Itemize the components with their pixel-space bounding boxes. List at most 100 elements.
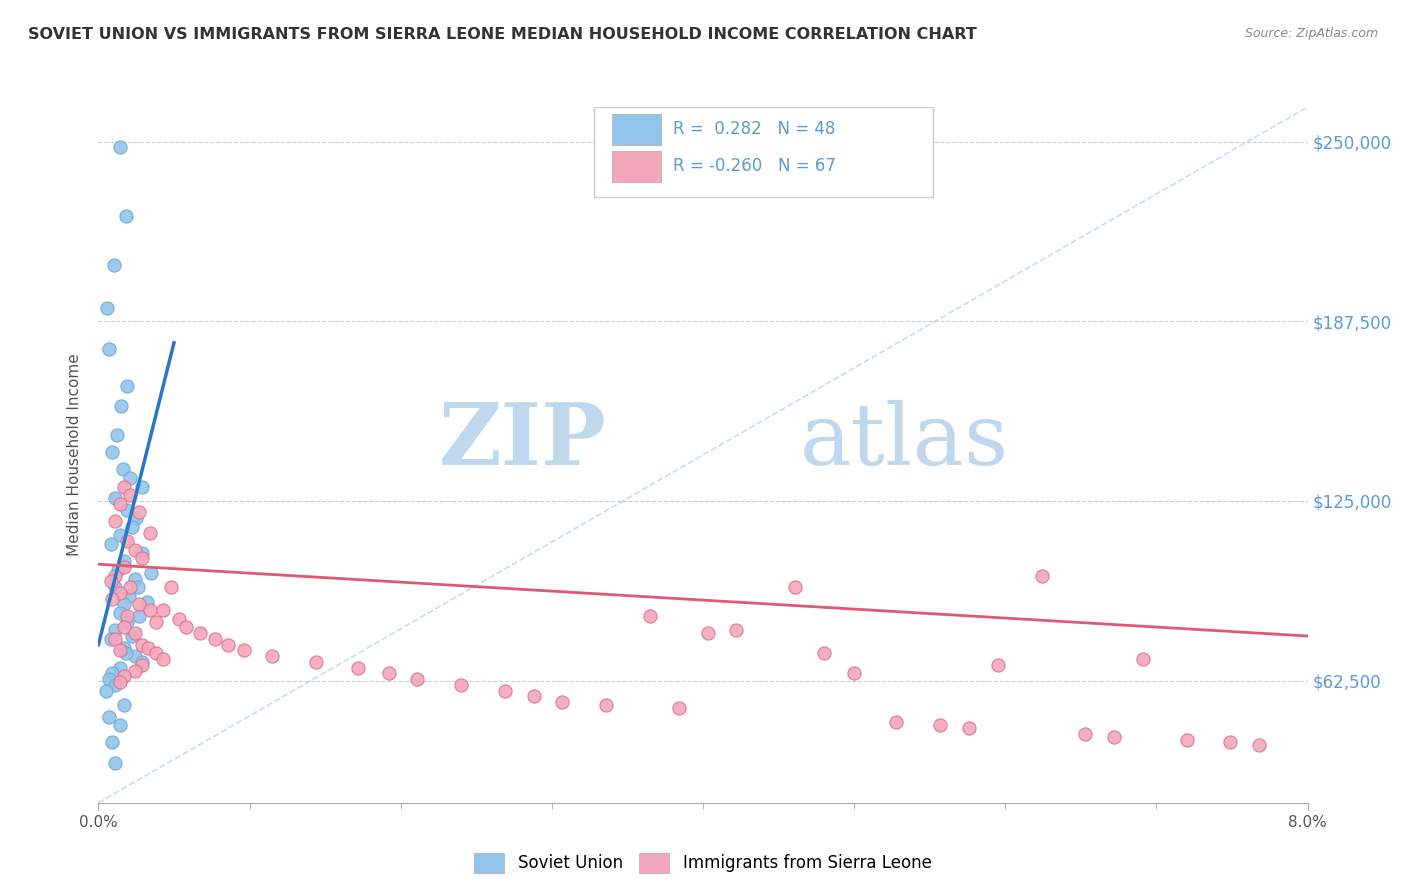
Point — [131, 479, 153, 493]
Point — [108, 497, 131, 511]
Point — [100, 632, 122, 646]
Point — [107, 563, 129, 577]
Point — [104, 491, 127, 505]
Point — [725, 624, 748, 638]
Point — [124, 626, 146, 640]
Point — [98, 709, 121, 723]
Point — [105, 427, 128, 442]
Point — [124, 542, 146, 557]
Point — [1219, 735, 1241, 749]
Legend: Soviet Union, Immigrants from Sierra Leone: Soviet Union, Immigrants from Sierra Leo… — [468, 847, 938, 880]
Point — [145, 615, 167, 629]
Point — [101, 735, 124, 749]
Point — [108, 718, 131, 732]
Point — [450, 678, 472, 692]
Point — [131, 546, 153, 560]
Point — [136, 640, 159, 655]
Point — [131, 655, 153, 669]
Y-axis label: Median Household Income: Median Household Income — [67, 353, 83, 557]
Point — [108, 586, 131, 600]
Point — [135, 594, 157, 608]
Point — [813, 646, 835, 660]
Point — [110, 399, 132, 413]
Point — [104, 568, 127, 582]
Point — [124, 664, 146, 678]
Point — [174, 620, 197, 634]
Point — [125, 511, 148, 525]
Point — [141, 566, 163, 580]
Point — [128, 505, 150, 519]
Point — [886, 715, 908, 730]
Point — [114, 209, 136, 223]
Point — [668, 701, 690, 715]
Point — [118, 589, 141, 603]
Point — [114, 646, 136, 660]
Point — [108, 528, 131, 542]
Point — [112, 620, 135, 634]
Point — [104, 624, 127, 638]
Point — [101, 445, 124, 459]
Point — [1031, 568, 1053, 582]
Point — [987, 657, 1010, 672]
Point — [100, 537, 122, 551]
Point — [98, 672, 121, 686]
Point — [112, 560, 135, 574]
Point — [145, 646, 167, 660]
Point — [152, 652, 174, 666]
Point — [131, 551, 153, 566]
Point — [1102, 730, 1125, 744]
Text: ZIP: ZIP — [439, 399, 606, 483]
Point — [160, 580, 183, 594]
Point — [103, 258, 125, 272]
Point — [115, 534, 138, 549]
Point — [124, 572, 146, 586]
Point — [108, 661, 131, 675]
Point — [115, 502, 138, 516]
FancyBboxPatch shape — [613, 114, 661, 145]
Point — [844, 666, 866, 681]
Point — [115, 615, 138, 629]
Point — [104, 514, 127, 528]
Point — [115, 379, 138, 393]
Point — [101, 591, 124, 606]
Point — [104, 632, 127, 646]
Point — [112, 479, 135, 493]
Text: SOVIET UNION VS IMMIGRANTS FROM SIERRA LEONE MEDIAN HOUSEHOLD INCOME CORRELATION: SOVIET UNION VS IMMIGRANTS FROM SIERRA L… — [28, 27, 977, 42]
Point — [929, 718, 952, 732]
Point — [120, 488, 142, 502]
Point — [108, 140, 131, 154]
Point — [232, 643, 254, 657]
Point — [101, 666, 124, 681]
Point — [100, 574, 122, 589]
Point — [120, 580, 142, 594]
Point — [262, 649, 284, 664]
Point — [377, 666, 399, 681]
Point — [120, 471, 142, 485]
Point — [204, 632, 226, 646]
Point — [98, 342, 121, 356]
Point — [124, 649, 146, 664]
Point — [1132, 652, 1154, 666]
Point — [96, 301, 118, 316]
Point — [127, 580, 149, 594]
Point — [111, 462, 134, 476]
Text: R = -0.260   N = 67: R = -0.260 N = 67 — [673, 157, 835, 175]
Point — [112, 669, 135, 683]
Point — [785, 580, 807, 594]
Point — [108, 675, 131, 690]
Text: R =  0.282   N = 48: R = 0.282 N = 48 — [673, 120, 835, 138]
Point — [305, 655, 328, 669]
FancyBboxPatch shape — [613, 151, 661, 182]
Point — [104, 756, 127, 770]
Point — [121, 520, 143, 534]
FancyBboxPatch shape — [595, 107, 932, 197]
Point — [112, 640, 135, 655]
Point — [115, 608, 138, 623]
Point — [406, 672, 429, 686]
Point — [152, 603, 174, 617]
Point — [128, 598, 150, 612]
Point — [696, 626, 718, 640]
Text: atlas: atlas — [800, 400, 1010, 483]
Point — [112, 698, 135, 712]
Point — [108, 643, 131, 657]
